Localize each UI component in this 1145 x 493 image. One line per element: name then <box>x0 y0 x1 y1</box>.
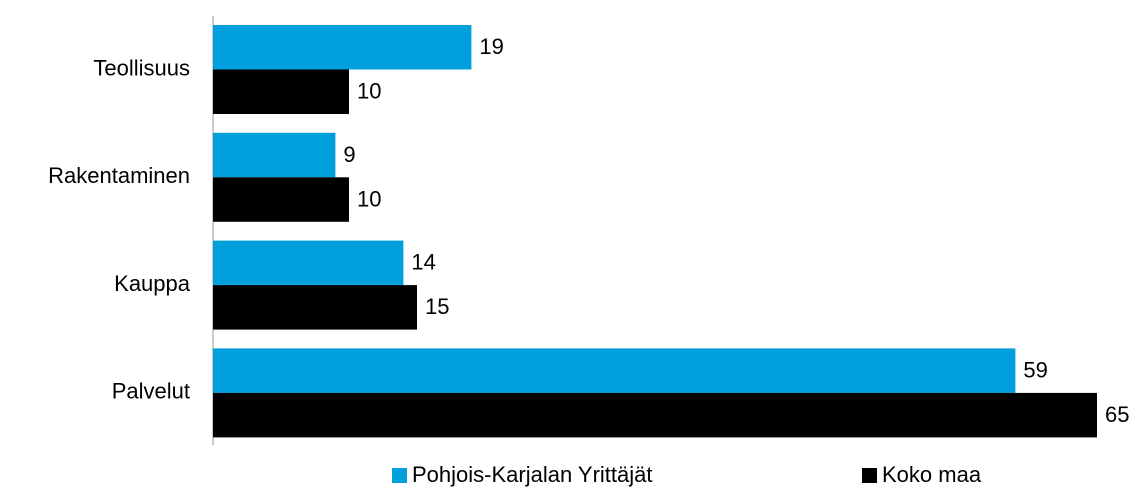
legend-swatch <box>862 468 877 483</box>
bar <box>213 285 417 330</box>
data-label: 10 <box>357 79 381 104</box>
legend-label: Koko maa <box>882 462 982 487</box>
bar <box>213 25 472 70</box>
category-label: Rakentaminen <box>48 163 190 188</box>
legend-swatch <box>392 468 407 483</box>
category-label: Teollisuus <box>93 55 190 80</box>
bar <box>213 348 1016 393</box>
data-label: 15 <box>425 294 449 319</box>
category-label: Kauppa <box>114 271 191 296</box>
data-label: 65 <box>1105 402 1129 427</box>
bar <box>213 240 404 286</box>
data-label: 19 <box>479 34 503 59</box>
data-label: 14 <box>411 250 435 275</box>
category-label: Palvelut <box>112 379 190 404</box>
bar <box>213 392 1097 438</box>
data-label: 59 <box>1023 357 1047 382</box>
data-label: 10 <box>357 186 381 211</box>
bar <box>213 132 336 178</box>
legend-label: Pohjois-Karjalan Yrittäjät <box>412 462 653 487</box>
bar <box>213 177 349 222</box>
bar <box>213 69 349 114</box>
data-label: 9 <box>343 142 355 167</box>
